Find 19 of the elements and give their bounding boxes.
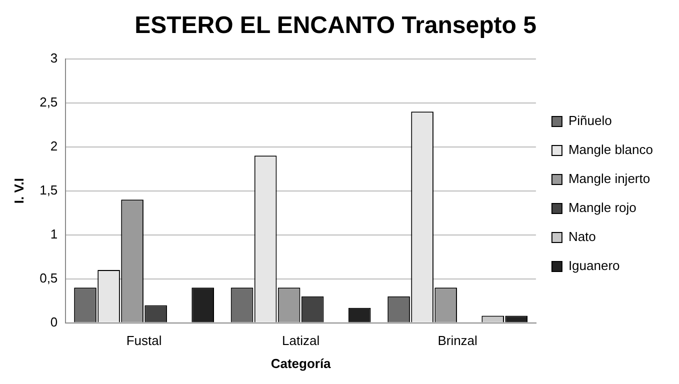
- y-tick-label: 0,5: [40, 270, 58, 286]
- legend-label: Nato: [568, 229, 596, 244]
- x-tick-label: Brinzal: [438, 333, 478, 348]
- y-axis-title: I. V.I: [11, 178, 26, 204]
- legend-label: Piñuelo: [568, 113, 612, 128]
- y-tick-label: 2: [50, 138, 58, 154]
- x-tick-label: Fustal: [126, 333, 162, 348]
- x-tick-label: Latizal: [282, 333, 320, 348]
- y-tick-label: 2,5: [40, 94, 58, 110]
- y-tick-label: 3: [50, 50, 58, 66]
- y-tick-label: 1,5: [40, 182, 58, 198]
- legend-label: Mangle injerto: [568, 171, 650, 186]
- chart-title: ESTERO EL ENCANTO Transepto 5: [134, 12, 536, 40]
- legend-label: Mangle rojo: [568, 200, 636, 216]
- y-tick-label: 0: [50, 314, 58, 330]
- y-tick-label: 1: [50, 226, 58, 242]
- legend-label: Mangle blanco: [568, 142, 654, 158]
- legend-label: Iguanero: [568, 258, 620, 274]
- x-axis-title: Categoría: [270, 356, 332, 371]
